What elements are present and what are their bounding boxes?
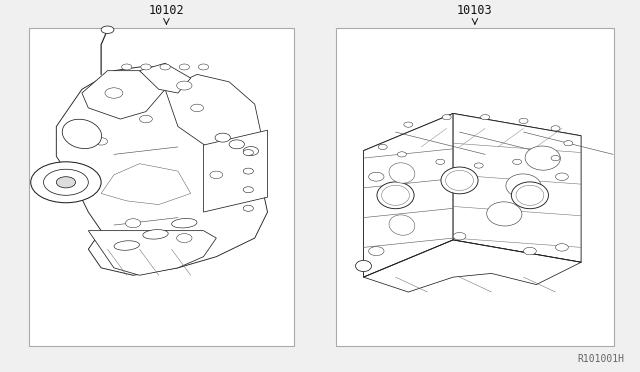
Polygon shape bbox=[364, 240, 581, 292]
Polygon shape bbox=[82, 71, 165, 119]
Circle shape bbox=[179, 64, 189, 70]
Polygon shape bbox=[364, 113, 453, 277]
Circle shape bbox=[481, 115, 490, 120]
Circle shape bbox=[524, 247, 536, 255]
Circle shape bbox=[44, 169, 88, 195]
Ellipse shape bbox=[441, 167, 478, 194]
Circle shape bbox=[513, 159, 522, 164]
Polygon shape bbox=[165, 74, 261, 156]
Circle shape bbox=[177, 234, 192, 243]
Circle shape bbox=[243, 150, 253, 155]
Circle shape bbox=[243, 147, 259, 155]
Ellipse shape bbox=[62, 119, 102, 148]
Ellipse shape bbox=[172, 218, 197, 228]
Circle shape bbox=[210, 171, 223, 179]
Circle shape bbox=[215, 133, 230, 142]
Ellipse shape bbox=[381, 185, 410, 205]
Circle shape bbox=[243, 187, 253, 193]
Circle shape bbox=[198, 64, 209, 70]
Circle shape bbox=[519, 118, 528, 124]
Circle shape bbox=[369, 247, 384, 256]
Polygon shape bbox=[453, 113, 581, 262]
Circle shape bbox=[243, 205, 253, 211]
Circle shape bbox=[140, 115, 152, 123]
Circle shape bbox=[56, 177, 76, 188]
Polygon shape bbox=[56, 67, 268, 275]
Circle shape bbox=[95, 138, 108, 145]
Bar bbox=[336, 28, 614, 346]
Circle shape bbox=[125, 219, 141, 228]
Circle shape bbox=[453, 232, 466, 240]
Circle shape bbox=[436, 159, 445, 164]
Ellipse shape bbox=[486, 202, 522, 226]
Ellipse shape bbox=[389, 215, 415, 235]
Circle shape bbox=[556, 244, 568, 251]
Ellipse shape bbox=[525, 146, 561, 170]
Polygon shape bbox=[204, 130, 268, 212]
Ellipse shape bbox=[511, 182, 548, 209]
Circle shape bbox=[101, 26, 114, 33]
Ellipse shape bbox=[445, 170, 474, 190]
Polygon shape bbox=[140, 63, 191, 93]
Ellipse shape bbox=[377, 182, 414, 209]
Circle shape bbox=[397, 152, 406, 157]
Ellipse shape bbox=[356, 260, 371, 272]
Circle shape bbox=[229, 140, 244, 149]
Circle shape bbox=[551, 126, 560, 131]
Ellipse shape bbox=[389, 163, 415, 183]
Circle shape bbox=[442, 115, 451, 120]
Circle shape bbox=[369, 172, 384, 181]
Ellipse shape bbox=[516, 185, 544, 205]
Bar bbox=[29, 28, 294, 346]
Circle shape bbox=[177, 81, 192, 90]
Text: 10103: 10103 bbox=[457, 4, 493, 17]
Circle shape bbox=[551, 155, 560, 161]
Circle shape bbox=[105, 88, 123, 98]
Circle shape bbox=[556, 173, 568, 180]
Polygon shape bbox=[364, 113, 581, 173]
Ellipse shape bbox=[114, 241, 140, 250]
Circle shape bbox=[404, 122, 413, 127]
Circle shape bbox=[564, 141, 573, 146]
Polygon shape bbox=[88, 231, 216, 275]
Ellipse shape bbox=[143, 230, 168, 239]
Circle shape bbox=[160, 64, 170, 70]
Text: R101001H: R101001H bbox=[577, 354, 624, 364]
Circle shape bbox=[31, 162, 101, 203]
Ellipse shape bbox=[506, 174, 541, 198]
Polygon shape bbox=[101, 164, 191, 205]
Circle shape bbox=[243, 168, 253, 174]
Circle shape bbox=[474, 163, 483, 168]
Circle shape bbox=[191, 104, 204, 112]
Text: 10102: 10102 bbox=[148, 4, 184, 17]
Circle shape bbox=[378, 144, 387, 150]
Circle shape bbox=[122, 64, 132, 70]
Circle shape bbox=[141, 64, 151, 70]
